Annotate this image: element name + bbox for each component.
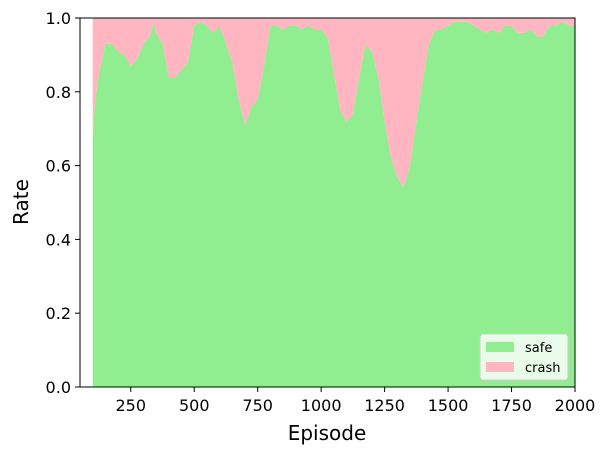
- y-axis-label: Rate: [9, 179, 33, 225]
- legend-swatch: [486, 342, 514, 352]
- legend-label: crash: [525, 361, 560, 376]
- x-tick-label: 500: [179, 396, 210, 415]
- x-axis-label: Episode: [288, 421, 367, 445]
- y-tick-label: 0.4: [46, 230, 71, 249]
- x-tick-label: 250: [115, 396, 146, 415]
- y-tick-label: 0.0: [46, 378, 71, 397]
- x-tick-label: 750: [242, 396, 273, 415]
- y-tick-label: 0.2: [46, 304, 71, 323]
- area: [92, 18, 575, 188]
- y-tick-label: 1.0: [46, 9, 71, 28]
- x-tick-label: 1500: [428, 396, 469, 415]
- legend-label: safe: [525, 341, 552, 356]
- y-tick-label: 0.6: [46, 157, 71, 176]
- legend: safe crash: [479, 333, 569, 381]
- x-tick-label: 2000: [555, 396, 596, 415]
- x-tick-label: 1750: [491, 396, 532, 415]
- y-tick-label: 0.8: [46, 83, 71, 102]
- x-tick-label: 1250: [364, 396, 405, 415]
- x-tick-label: 1000: [301, 396, 342, 415]
- legend-swatch: [486, 362, 514, 372]
- plot-frame: [79, 17, 576, 388]
- area: [92, 21, 575, 387]
